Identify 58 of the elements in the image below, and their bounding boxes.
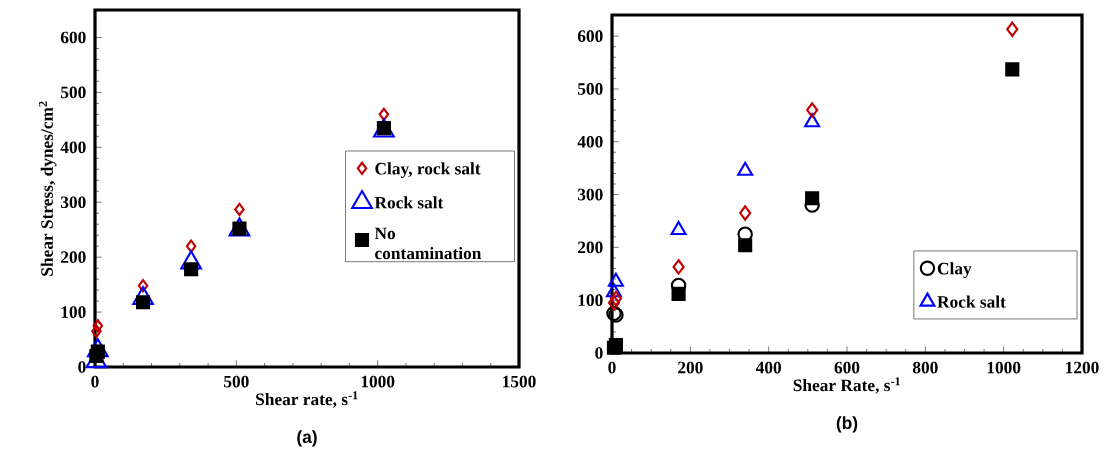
legend-label: No contamination — [374, 227, 482, 260]
y-tick-label: 100 — [578, 294, 603, 307]
x-tick-label: 1000 — [361, 375, 395, 388]
x-axis-title: Shear Rate, s$^{-1}$ — [793, 377, 900, 394]
point — [1005, 62, 1020, 77]
point — [806, 102, 819, 118]
text: (b) — [836, 416, 858, 433]
y-tick-label: 300 — [577, 188, 603, 201]
legend-label: Clay, rock salt — [375, 162, 481, 179]
point — [607, 272, 624, 287]
x-tick-label: 0 — [91, 375, 99, 388]
point — [1006, 21, 1019, 38]
point — [672, 259, 685, 275]
x-tick-label: 800 — [912, 361, 938, 374]
point — [378, 107, 390, 122]
x-tick-label: 500 — [224, 375, 249, 388]
point — [185, 239, 197, 253]
point — [184, 262, 199, 277]
legend-label: Rock salt — [374, 196, 444, 209]
point — [609, 290, 622, 307]
point — [739, 205, 752, 221]
point — [804, 113, 821, 128]
x-tick-label: 1500 — [503, 375, 536, 388]
y-tick-label: 600 — [577, 30, 603, 42]
point — [671, 286, 686, 301]
point — [738, 238, 753, 253]
y-tick-label: 200 — [578, 241, 603, 254]
point — [90, 344, 105, 359]
y-tick-label: 200 — [61, 251, 86, 264]
x-tick-label: 0 — [608, 361, 616, 374]
y-tick-label: 300 — [60, 196, 86, 209]
x-tick-label: 200 — [678, 361, 703, 374]
y-axis-title: Shear Stress, dynes/cm$^{2}$ — [38, 101, 57, 276]
y-tick-label: 600 — [60, 31, 86, 44]
x-tick-label: 400 — [755, 361, 782, 374]
point — [805, 191, 820, 206]
y-tick-label: 100 — [61, 306, 86, 318]
point — [670, 220, 687, 236]
y-tick-label: 500 — [577, 83, 603, 95]
x-tick-label: 1000 — [987, 361, 1021, 374]
y-tick-label: 400 — [577, 135, 603, 148]
point — [607, 295, 621, 311]
point — [605, 283, 622, 298]
point — [737, 161, 754, 176]
point — [137, 279, 149, 293]
x-tick-label: 1200 — [1066, 361, 1099, 374]
point — [91, 324, 102, 338]
text: (a) — [297, 430, 317, 447]
y-tick-label: 0 — [595, 347, 603, 359]
y-tick-label: 400 — [60, 141, 86, 154]
x-tick-label: 600 — [834, 361, 860, 374]
point — [135, 295, 151, 310]
point — [92, 319, 104, 333]
y-tick-label: 500 — [60, 86, 86, 99]
point — [234, 202, 245, 217]
legend-label: Rock salt — [937, 295, 1006, 308]
x-axis-title: Shear rate, s$^{-1}$ — [256, 391, 358, 408]
legend-label: Clay — [937, 262, 972, 279]
